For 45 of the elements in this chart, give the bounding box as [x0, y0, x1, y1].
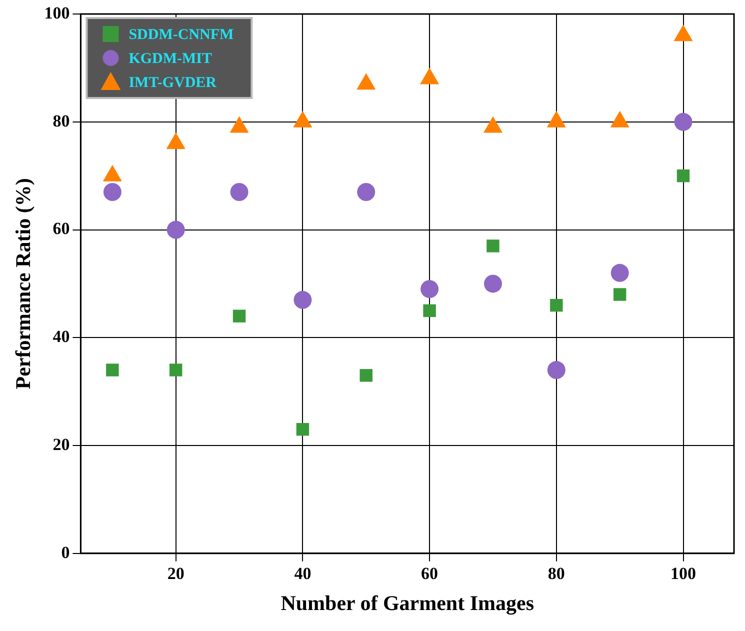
legend-label: SDDM-CNNFM [128, 26, 234, 43]
point [360, 369, 372, 382]
point [296, 422, 310, 436]
point [294, 290, 312, 309]
point [230, 183, 248, 201]
point [357, 183, 376, 201]
point [230, 116, 249, 133]
point [547, 361, 566, 380]
point [483, 116, 503, 133]
point [103, 183, 122, 201]
legend-label: IMT-GVDER [128, 74, 217, 91]
x-axis-title: Number of Garment Images [280, 590, 534, 615]
x-tick-label: 20 [167, 564, 184, 583]
point [169, 364, 182, 376]
point [166, 132, 186, 149]
point [610, 110, 630, 128]
point [166, 220, 185, 239]
point [423, 304, 436, 318]
y-tick-label: 100 [44, 3, 70, 22]
y-tick-label: 0 [61, 542, 70, 562]
point [610, 264, 629, 282]
x-tick-label: 80 [548, 564, 565, 583]
y-tick-label: 20 [52, 434, 70, 454]
x-tick-label: 40 [294, 564, 312, 583]
point [674, 24, 693, 42]
point [232, 310, 246, 322]
point [676, 169, 690, 182]
legend-label: KGDM-MIT [128, 50, 212, 67]
point [484, 274, 502, 293]
y-axis-title: Performance Ratio (%) [11, 178, 36, 390]
point [102, 164, 122, 182]
point [550, 298, 563, 312]
y-tick-label: 60 [52, 219, 70, 238]
point [420, 280, 439, 298]
point [546, 110, 566, 128]
point [420, 68, 440, 84]
x-tick-label: 60 [421, 564, 438, 583]
y-tick-label: 40 [52, 327, 70, 346]
point [486, 240, 500, 252]
point [613, 288, 626, 301]
point [356, 73, 376, 90]
y-tick-label: 80 [52, 111, 70, 130]
x-tick-label: 100 [670, 564, 696, 583]
point [293, 110, 312, 128]
point [106, 364, 119, 376]
